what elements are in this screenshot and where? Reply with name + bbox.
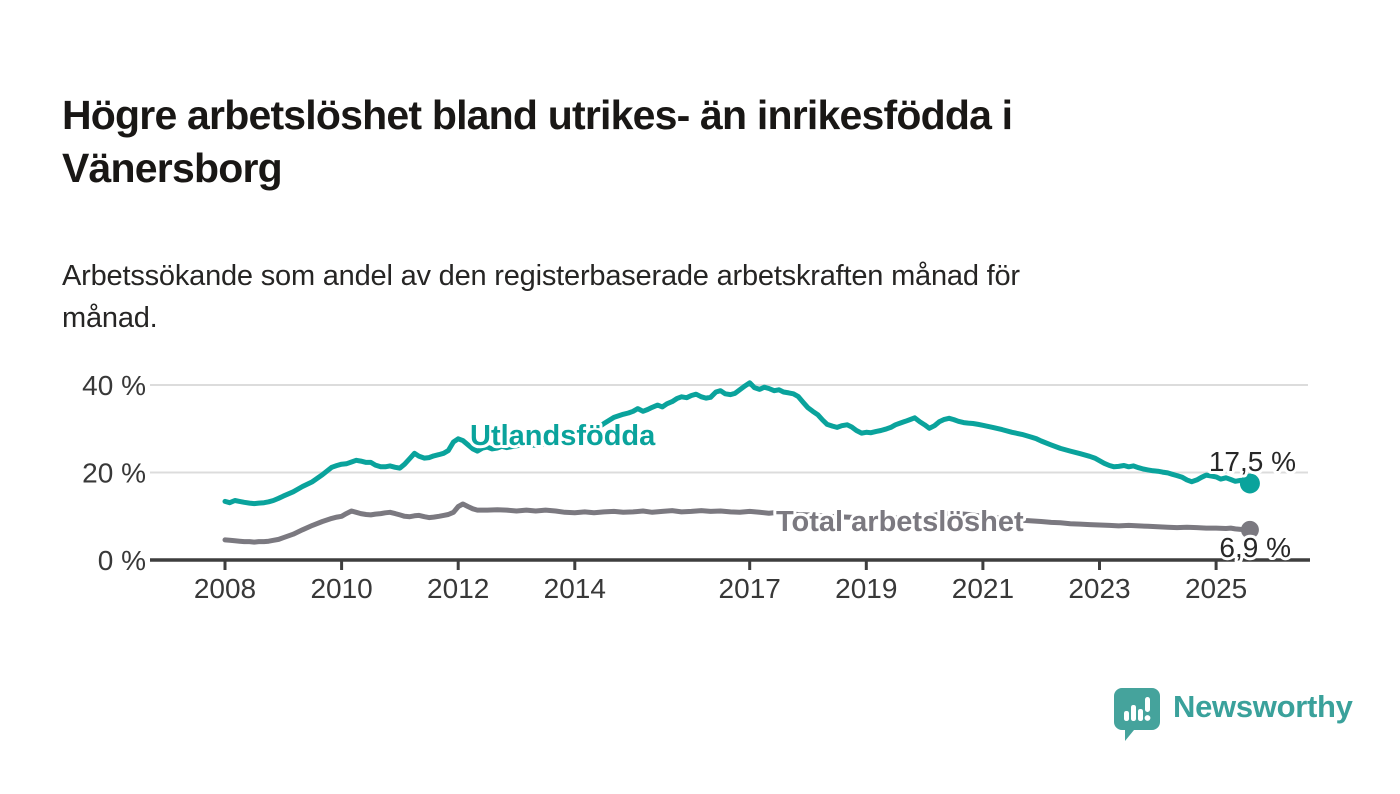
x-axis-tick-label: 2017 (719, 573, 781, 604)
brand-name: Newsworthy (1173, 689, 1353, 724)
chart-canvas: 0 % 20 % 40 % 2008 2010 2012 2014 2017 2019 2021 2… (82, 370, 1310, 604)
series-label: Total arbetslöshet (776, 506, 1024, 538)
series-end-label: 6,9 % (1219, 532, 1291, 563)
page-title: Högre arbetslöshet bland utrikes- än inr… (62, 92, 1013, 191)
x-axis-tick-label: 2025 (1185, 573, 1247, 604)
series-end-label: 17,5 % (1209, 446, 1296, 477)
series-end-dot (1240, 520, 1259, 539)
series-line (222, 380, 1253, 507)
speech-bubble-bar-chart-icon (1114, 688, 1160, 741)
series-line (222, 501, 1253, 545)
y-axis-tick-label: 0 % (98, 545, 146, 576)
x-axis-tick-label: 2012 (427, 573, 489, 604)
x-axis-tick-label: 2008 (194, 573, 256, 604)
newsworthy-logo: Newsworthy (1112, 686, 1353, 742)
chart-subtitle: Arbetssökande som andel av den registerb… (62, 260, 1020, 335)
x-axis-tick-label: 2021 (952, 573, 1014, 604)
y-axis-tick-label: 20 % (82, 458, 146, 489)
x-axis-tick-label: 2019 (835, 573, 897, 604)
series-end-dot (1239, 473, 1260, 494)
series-label: Utlandsfödda (470, 420, 656, 452)
line-chart: 0 % 20 % 40 % 2008 2010 2012 2014 2017 2019 2021 2… (0, 335, 1400, 635)
y-axis-tick-label: 40 % (82, 370, 146, 401)
x-axis-tick-label: 2010 (310, 573, 372, 604)
x-axis-tick-label: 2014 (544, 573, 606, 604)
x-axis-tick-label: 2023 (1068, 573, 1130, 604)
